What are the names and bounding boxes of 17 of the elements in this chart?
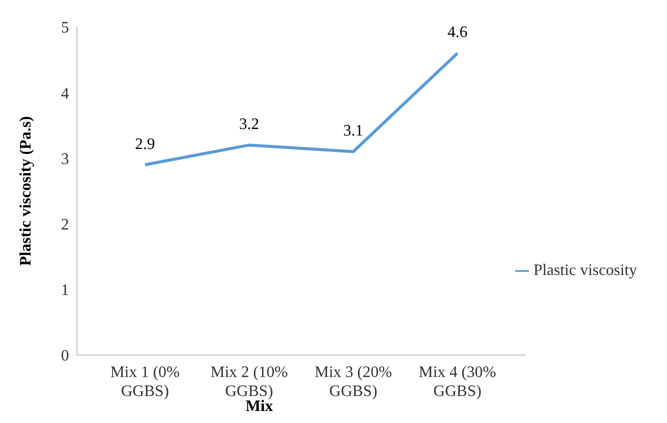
y-tick-label: 0 <box>61 348 69 365</box>
y-axis-title: Plastic viscosity (Pa.s) <box>18 116 35 266</box>
y-tick-label: 1 <box>61 282 69 300</box>
x-tick-label: Mix 4 (30% GGBS) <box>418 364 496 400</box>
data-label: 3.2 <box>239 116 260 134</box>
y-tick-label: 3 <box>61 150 69 168</box>
x-tick-label: Mix 3 (20% GGBS) <box>314 364 392 400</box>
data-label: 4.6 <box>447 24 468 42</box>
y-tick-label: 4 <box>61 85 69 102</box>
data-label: 3.1 <box>343 122 364 140</box>
y-tick-label: 5 <box>61 20 69 37</box>
x-axis-title: Mix <box>245 398 273 415</box>
legend-label: Plastic viscosity <box>533 262 637 279</box>
x-tick-label: Mix 2 (10% GGBS) <box>210 364 288 400</box>
y-tick-label: 2 <box>61 216 69 234</box>
x-tick-label: Mix 1 (0% GGBS) <box>110 364 180 400</box>
data-label: 2.9 <box>135 136 155 153</box>
